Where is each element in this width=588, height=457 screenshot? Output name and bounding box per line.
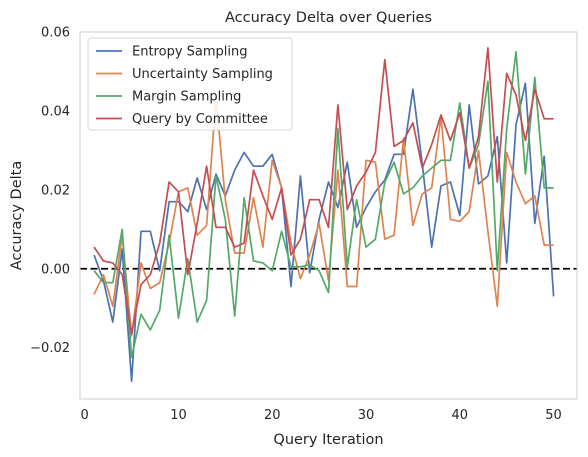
legend-box — [87, 37, 293, 131]
x-axis-ticks: 0 10 20 30 40 50 — [81, 408, 562, 423]
x-tick-label: 10 — [170, 408, 187, 423]
series-line-query-by-committee — [93, 46, 554, 335]
legend-label-entropy-sampling: Entropy Sampling — [132, 45, 248, 60]
legend-label-margin-sampling: Margin Sampling — [132, 90, 241, 105]
chart-title: Accuracy Delta over Queries — [225, 10, 432, 26]
y-tick-label: 0.04 — [41, 104, 70, 119]
legend: Entropy Sampling Uncertainty Sampling Marg… — [87, 37, 293, 131]
x-tick-label: 0 — [81, 408, 89, 423]
x-tick-label: 30 — [358, 408, 375, 423]
y-axis-ticks: −0.02 0.00 0.02 0.04 0.06 — [30, 26, 70, 357]
series-line-margin-sampling — [93, 50, 554, 359]
x-axis-title: Query Iteration — [273, 432, 383, 448]
x-tick-label: 20 — [264, 408, 281, 423]
legend-label-query-by-committee: Query by Committee — [132, 112, 268, 127]
legend-label-uncertainty-sampling: Uncertainty Sampling — [132, 67, 273, 82]
x-tick-label: 50 — [545, 408, 562, 423]
series-line-entropy-sampling — [93, 82, 555, 383]
plot-area — [79, 31, 578, 400]
y-tick-label: 0.06 — [41, 26, 70, 41]
x-tick-label: 40 — [452, 408, 469, 423]
y-tick-label: 0.02 — [41, 183, 70, 198]
y-tick-label: −0.02 — [30, 341, 70, 356]
series-line-uncertainty-sampling — [93, 96, 554, 337]
y-axis-title: Accuracy Delta — [9, 161, 25, 271]
y-tick-label: 0.00 — [41, 262, 70, 277]
plot-frame — [79, 31, 578, 400]
